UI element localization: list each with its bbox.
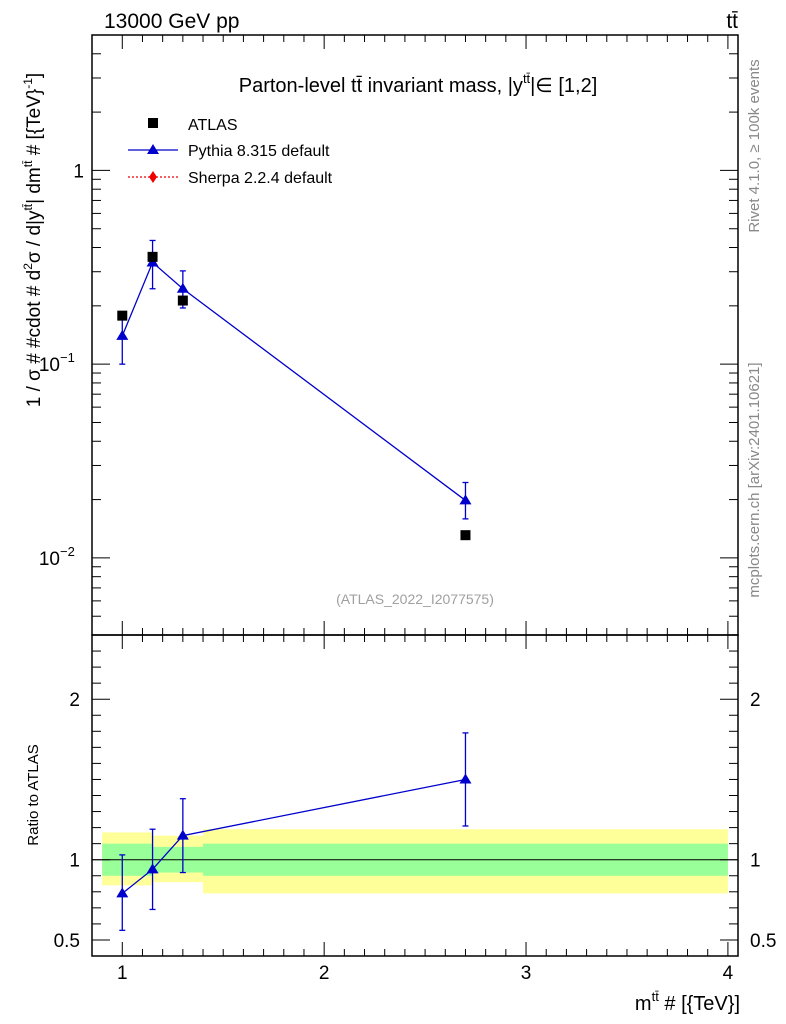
main-y-tick-exp: −1 [60,350,75,365]
ratio-x-ticks [121,635,729,956]
atlas-point [117,310,128,321]
header-right: tt̄ [726,10,738,33]
main-y-tick-base: 10 [39,355,60,376]
ratio-pythia-point [459,773,472,784]
main-y-ticks [92,34,738,636]
main-y-tick-labels: 10 −210 −11 [39,161,84,569]
ratio-y-tick-label: 0.5 [54,931,80,952]
legend-atlas-marker [148,118,158,128]
ratio-y-ticks [92,650,738,941]
ylabel-b: σ / d|y [24,210,45,263]
legend-sherpa-label: Sherpa 2.2.4 default [188,170,333,187]
chart-title: Parton-level tt̄ invariant mass, |ytt̄|∈… [239,71,598,97]
xlabel-a: m [635,993,652,1015]
main-y-tick-label: 10 [39,549,60,570]
main-y-tick-exp: −2 [60,544,75,559]
ratio-plot-area [116,732,472,931]
ylabel-c-sup: tt̄ [21,160,35,167]
chart-title-main: Parton-level tt̄ invariant mass, |y [239,75,523,97]
ratio-x-tick-label: 2 [319,963,330,984]
ratio-y-tick-label: 2 [69,690,80,711]
main-y-tick-base: 10 [39,549,60,570]
header-left: 13000 GeV pp [104,10,239,33]
legend-atlas-label: ATLAS [188,117,238,134]
ratio-y-axis-label: Ratio to ATLAS [25,744,42,845]
pythia-line [121,261,466,501]
ratio-x-tick-label: 1 [117,963,128,984]
main-x-ticks [121,35,729,635]
main-panel: 10 −210 −11 Parton-level tt̄ invariant mas… [21,34,739,636]
x-axis-label: mtt̄ # [{TeV}] [635,989,740,1015]
ratio-y-tick-labels: 0.5 0.5 1 1 2 2 [54,690,777,952]
atlas-point [147,251,158,262]
ratio-y-tick-label: 1 [69,851,80,872]
chart-title-sup: tt̄ [523,71,531,86]
legend-pythia-marker [147,144,159,154]
ratio-x-tick-label: 4 [723,963,734,984]
main-plot-area [116,239,472,541]
main-y-axis-label: 1 / σ # #cdot # d2σ / d|ytt̄| dmtt̄ # [{… [21,73,45,407]
ylabel-d: # [{TeV} [24,89,45,161]
ylabel-b-sup: tt̄ [21,203,35,210]
chart-title-tail: |∈ [1,2] [530,75,597,97]
rivet-label: Rivet 4.1.0, ≥ 100k events [746,59,763,232]
legend-entry-pythia: Pythia 8.315 default [128,143,330,160]
mcplots-label: mcplots.cern.ch [arXiv:2401.10621] [746,362,763,597]
ratio-pythia-point [146,863,159,874]
ylabel-a-sup: 2 [21,263,35,270]
xlabel-sup: tt̄ [652,989,660,1004]
ratio-pythia-point [176,829,189,840]
ratio-y-tick-label-right: 1 [750,851,761,872]
ylabel-a: 1 / σ # #cdot # d [24,270,45,407]
main-y-tick-label: 10 [39,355,60,376]
xlabel-b: # [{TeV}] [659,993,740,1015]
ratio-pythia-point [116,887,129,898]
pythia-point [116,329,129,340]
pythia-point [176,282,189,293]
analysis-watermark: (ATLAS_2022_I2077575) [336,591,494,607]
ylabel-d-sup: -1 [21,78,35,89]
main-y-tick-label: 1 [73,161,84,182]
legend-sherpa-marker [149,171,157,183]
ratio-panel: 1 2 3 4 0.5 0.5 1 1 2 2 Ratio to ATLAS mtt̄ # [{… [25,634,777,1015]
pythia-point [459,494,472,505]
legend: ATLAS Pythia 8.315 default Sherpa 2.2.4 … [128,117,333,187]
atlas-point [460,530,471,541]
ylabel-c: | dm [24,167,45,204]
ratio-y-tick-label-right: 2 [750,690,761,711]
ratio-x-tick-label: 3 [521,963,532,984]
legend-pythia-label: Pythia 8.315 default [188,143,330,160]
legend-entry-sherpa: Sherpa 2.2.4 default [128,170,333,187]
ylabel-e: ] [24,73,45,78]
atlas-point [177,295,188,306]
ratio-x-tick-labels: 1 2 3 4 [117,963,734,984]
ratio-pythia-line [121,778,466,894]
legend-entry-atlas: ATLAS [148,117,238,134]
ratio-y-tick-label-right: 0.5 [750,931,776,952]
